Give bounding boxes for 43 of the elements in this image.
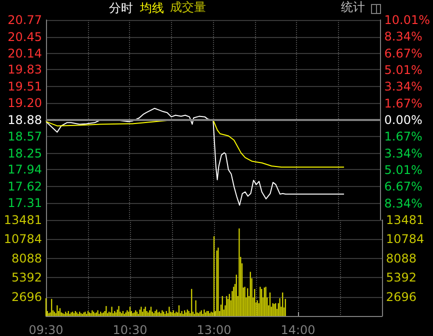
y2-tick-label: 13481 [386, 213, 424, 227]
y2-tick-label: 8088 [386, 251, 417, 266]
y-tick-label: 19.83 [8, 62, 42, 77]
text: 成交量 [170, 0, 206, 14]
y-tick-label: 2696 [11, 290, 42, 304]
text: 均线 [139, 1, 164, 15]
y2-tick-label: 8.34% [384, 196, 422, 210]
y2-tick-label: 10.01% [384, 13, 430, 27]
y-tick-label: 20.14 [8, 46, 42, 60]
y2-tick-label: 2696 [386, 290, 417, 304]
y-tick-label: 17.62 [8, 180, 42, 194]
y2-tick-label: 5392 [386, 270, 417, 285]
y-tick-label: 17.31 [8, 196, 42, 210]
y2-tick-label: 5.01% [384, 62, 422, 77]
line-series [46, 108, 345, 206]
y-tick-label: 19.20 [8, 96, 42, 110]
text: 统计 [341, 0, 365, 14]
y2-tick-label: 0.00% [384, 113, 422, 127]
y-tick-label: 18.88 [8, 113, 42, 127]
y2-tick-label: 3.34% [384, 146, 422, 160]
y2-tick-label: 10784 [386, 232, 424, 246]
y-tick-label: 20.77 [8, 13, 42, 27]
y-tick-label: 10784 [4, 232, 42, 246]
y-tick-label: 19.51 [8, 80, 42, 94]
x-tick-label: 10:30 [112, 323, 148, 336]
x-tick-label: 13:00 [196, 323, 232, 336]
y-tick-label: 20.45 [8, 30, 42, 44]
y-tick-label: 8088 [11, 251, 42, 266]
y2-tick-label: 1.67% [384, 96, 422, 110]
y-tick-label: 5392 [11, 270, 42, 285]
text: 分时 [109, 1, 133, 15]
y2-tick-label: 5.01% [384, 163, 422, 178]
y-tick-label: 18.25 [8, 146, 42, 160]
y-tick-label: 18.57 [8, 129, 42, 144]
x-tick-label: 09:30 [28, 323, 64, 336]
y-tick-label: 13481 [4, 213, 42, 227]
y2-tick-label: 8.34% [384, 30, 422, 44]
y2-tick-label: 3.34% [384, 80, 422, 94]
x-tick-label: 14:00 [280, 323, 316, 336]
y-tick-label: 17.94 [8, 162, 42, 177]
y2-tick-label: 6.67% [384, 180, 422, 194]
y2-tick-label: 6.67% [384, 46, 422, 60]
y2-tick-label: 1.67% [384, 130, 422, 144]
